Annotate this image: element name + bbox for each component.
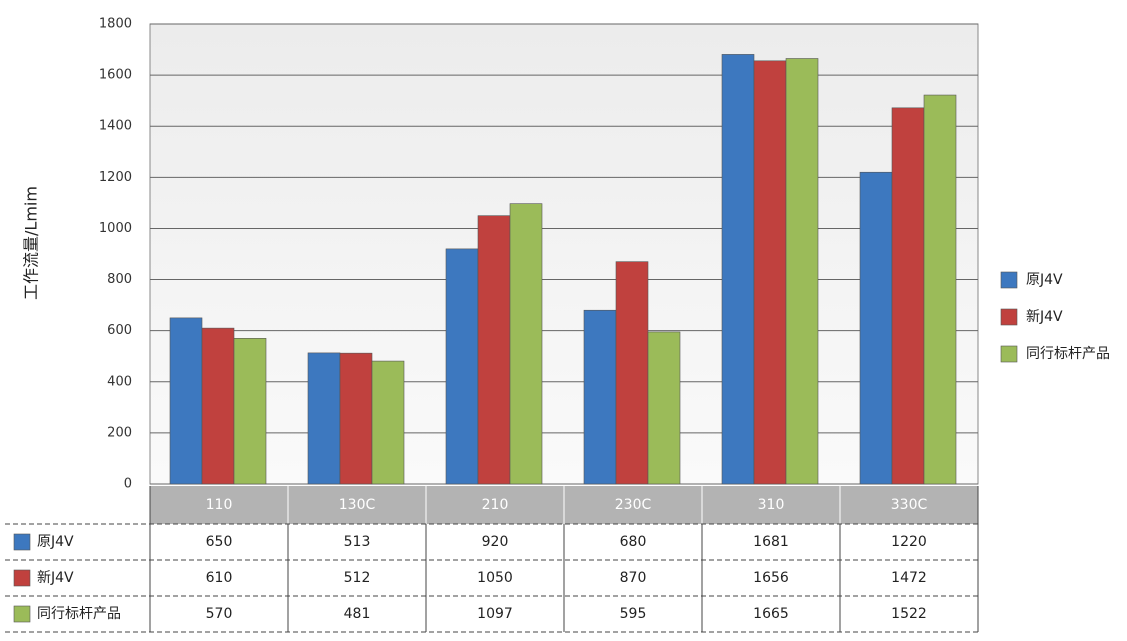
table-value: 570 [206, 606, 233, 622]
legend-label: 同行标杆产品 [1026, 346, 1110, 362]
bar [371, 360, 405, 485]
category-label: 330C [891, 497, 928, 513]
y-tick-label: 600 [107, 323, 132, 338]
y-axis-title: 工作流量/Lmim [22, 186, 41, 300]
table-value: 650 [206, 534, 233, 550]
y-tick-label: 1400 [99, 119, 132, 134]
category-label: 110 [206, 497, 233, 513]
bar [785, 58, 819, 485]
table-value: 595 [620, 606, 647, 622]
table-value: 513 [344, 534, 371, 550]
bar [647, 331, 681, 485]
bar [891, 107, 925, 485]
bar [233, 338, 267, 485]
bar [509, 203, 543, 485]
bar [307, 352, 341, 485]
table-swatch [13, 605, 31, 623]
plot-area [149, 23, 979, 485]
y-tick-label: 1200 [99, 170, 132, 185]
legend-swatch [1000, 345, 1018, 363]
bar [445, 248, 479, 485]
bar [923, 94, 957, 485]
table-value: 920 [482, 534, 509, 550]
y-tick-label: 1000 [99, 221, 132, 236]
table-value: 870 [620, 570, 647, 586]
y-tick-label: 800 [107, 272, 132, 287]
table-value: 1220 [891, 534, 927, 550]
table-value: 481 [344, 606, 371, 622]
table-swatch [13, 569, 31, 587]
bar [753, 60, 787, 485]
category-label: 130C [339, 497, 376, 513]
legend-swatch [1000, 271, 1018, 289]
table-value: 1472 [891, 570, 927, 586]
table-value: 512 [344, 570, 371, 586]
bar [339, 352, 373, 485]
category-label: 210 [482, 497, 509, 513]
bar [721, 54, 755, 485]
table-value: 1522 [891, 606, 927, 622]
category-label: 310 [758, 497, 785, 513]
bar [201, 327, 235, 485]
y-tick-label: 200 [107, 425, 132, 440]
table-series-name: 同行标杆产品 [37, 606, 121, 622]
table-value: 1656 [753, 570, 789, 586]
y-tick-label: 0 [124, 477, 132, 492]
y-tick-label: 400 [107, 374, 132, 389]
bar [859, 171, 893, 485]
bar [477, 215, 511, 485]
y-tick-label: 1600 [99, 68, 132, 83]
y-tick-label: 1800 [99, 17, 132, 32]
bar [583, 309, 617, 485]
legend-label: 原J4V [1026, 272, 1063, 288]
table-series-name: 新J4V [37, 570, 74, 586]
legend-swatch [1000, 308, 1018, 326]
legend-label: 新J4V [1026, 309, 1063, 325]
bar [615, 261, 649, 485]
table-value: 1681 [753, 534, 789, 550]
category-label: 230C [615, 497, 652, 513]
table-value: 680 [620, 534, 647, 550]
table-value: 610 [206, 570, 233, 586]
table-series-name: 原J4V [37, 534, 74, 550]
table-value: 1665 [753, 606, 789, 622]
table-value: 1050 [477, 570, 513, 586]
table-value: 1097 [477, 606, 513, 622]
bar [169, 317, 203, 485]
table-swatch [13, 533, 31, 551]
